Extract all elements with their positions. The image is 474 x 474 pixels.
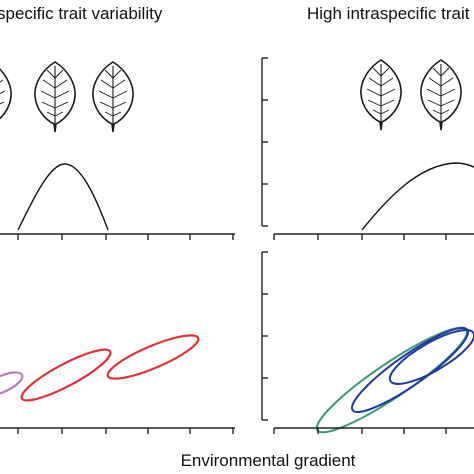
right-top-y-axis (261, 57, 268, 227)
leaf-icon (360, 59, 402, 131)
right-panel-title: High intraspecific trait (307, 4, 470, 23)
leaf-icon (92, 61, 134, 133)
right-trait-curve (361, 162, 474, 231)
leaf-icon (420, 59, 462, 131)
left-trait-curve (17, 163, 109, 231)
left-bottom-x-axis (0, 427, 235, 434)
left-leaf-group (0, 61, 134, 133)
leaf-icon (0, 61, 12, 133)
left-panel-title: specific trait variability (0, 4, 163, 23)
right-bottom-x-axis (273, 427, 474, 434)
right-trait-ellipses (315, 326, 474, 434)
left-top-x-axis (0, 233, 235, 240)
right-top-x-axis (273, 233, 474, 240)
right-bottom-y-axis (261, 251, 268, 421)
ellipse-purple (0, 371, 24, 397)
x-axis-label: Environmental gradient (181, 451, 356, 470)
left-trait-ellipses (0, 334, 200, 402)
leaf-icon (34, 61, 76, 133)
ellipse-blue-1 (351, 327, 469, 413)
ellipse-red-2 (106, 334, 200, 380)
ellipse-red-1 (20, 348, 112, 402)
right-leaf-group (360, 59, 462, 131)
